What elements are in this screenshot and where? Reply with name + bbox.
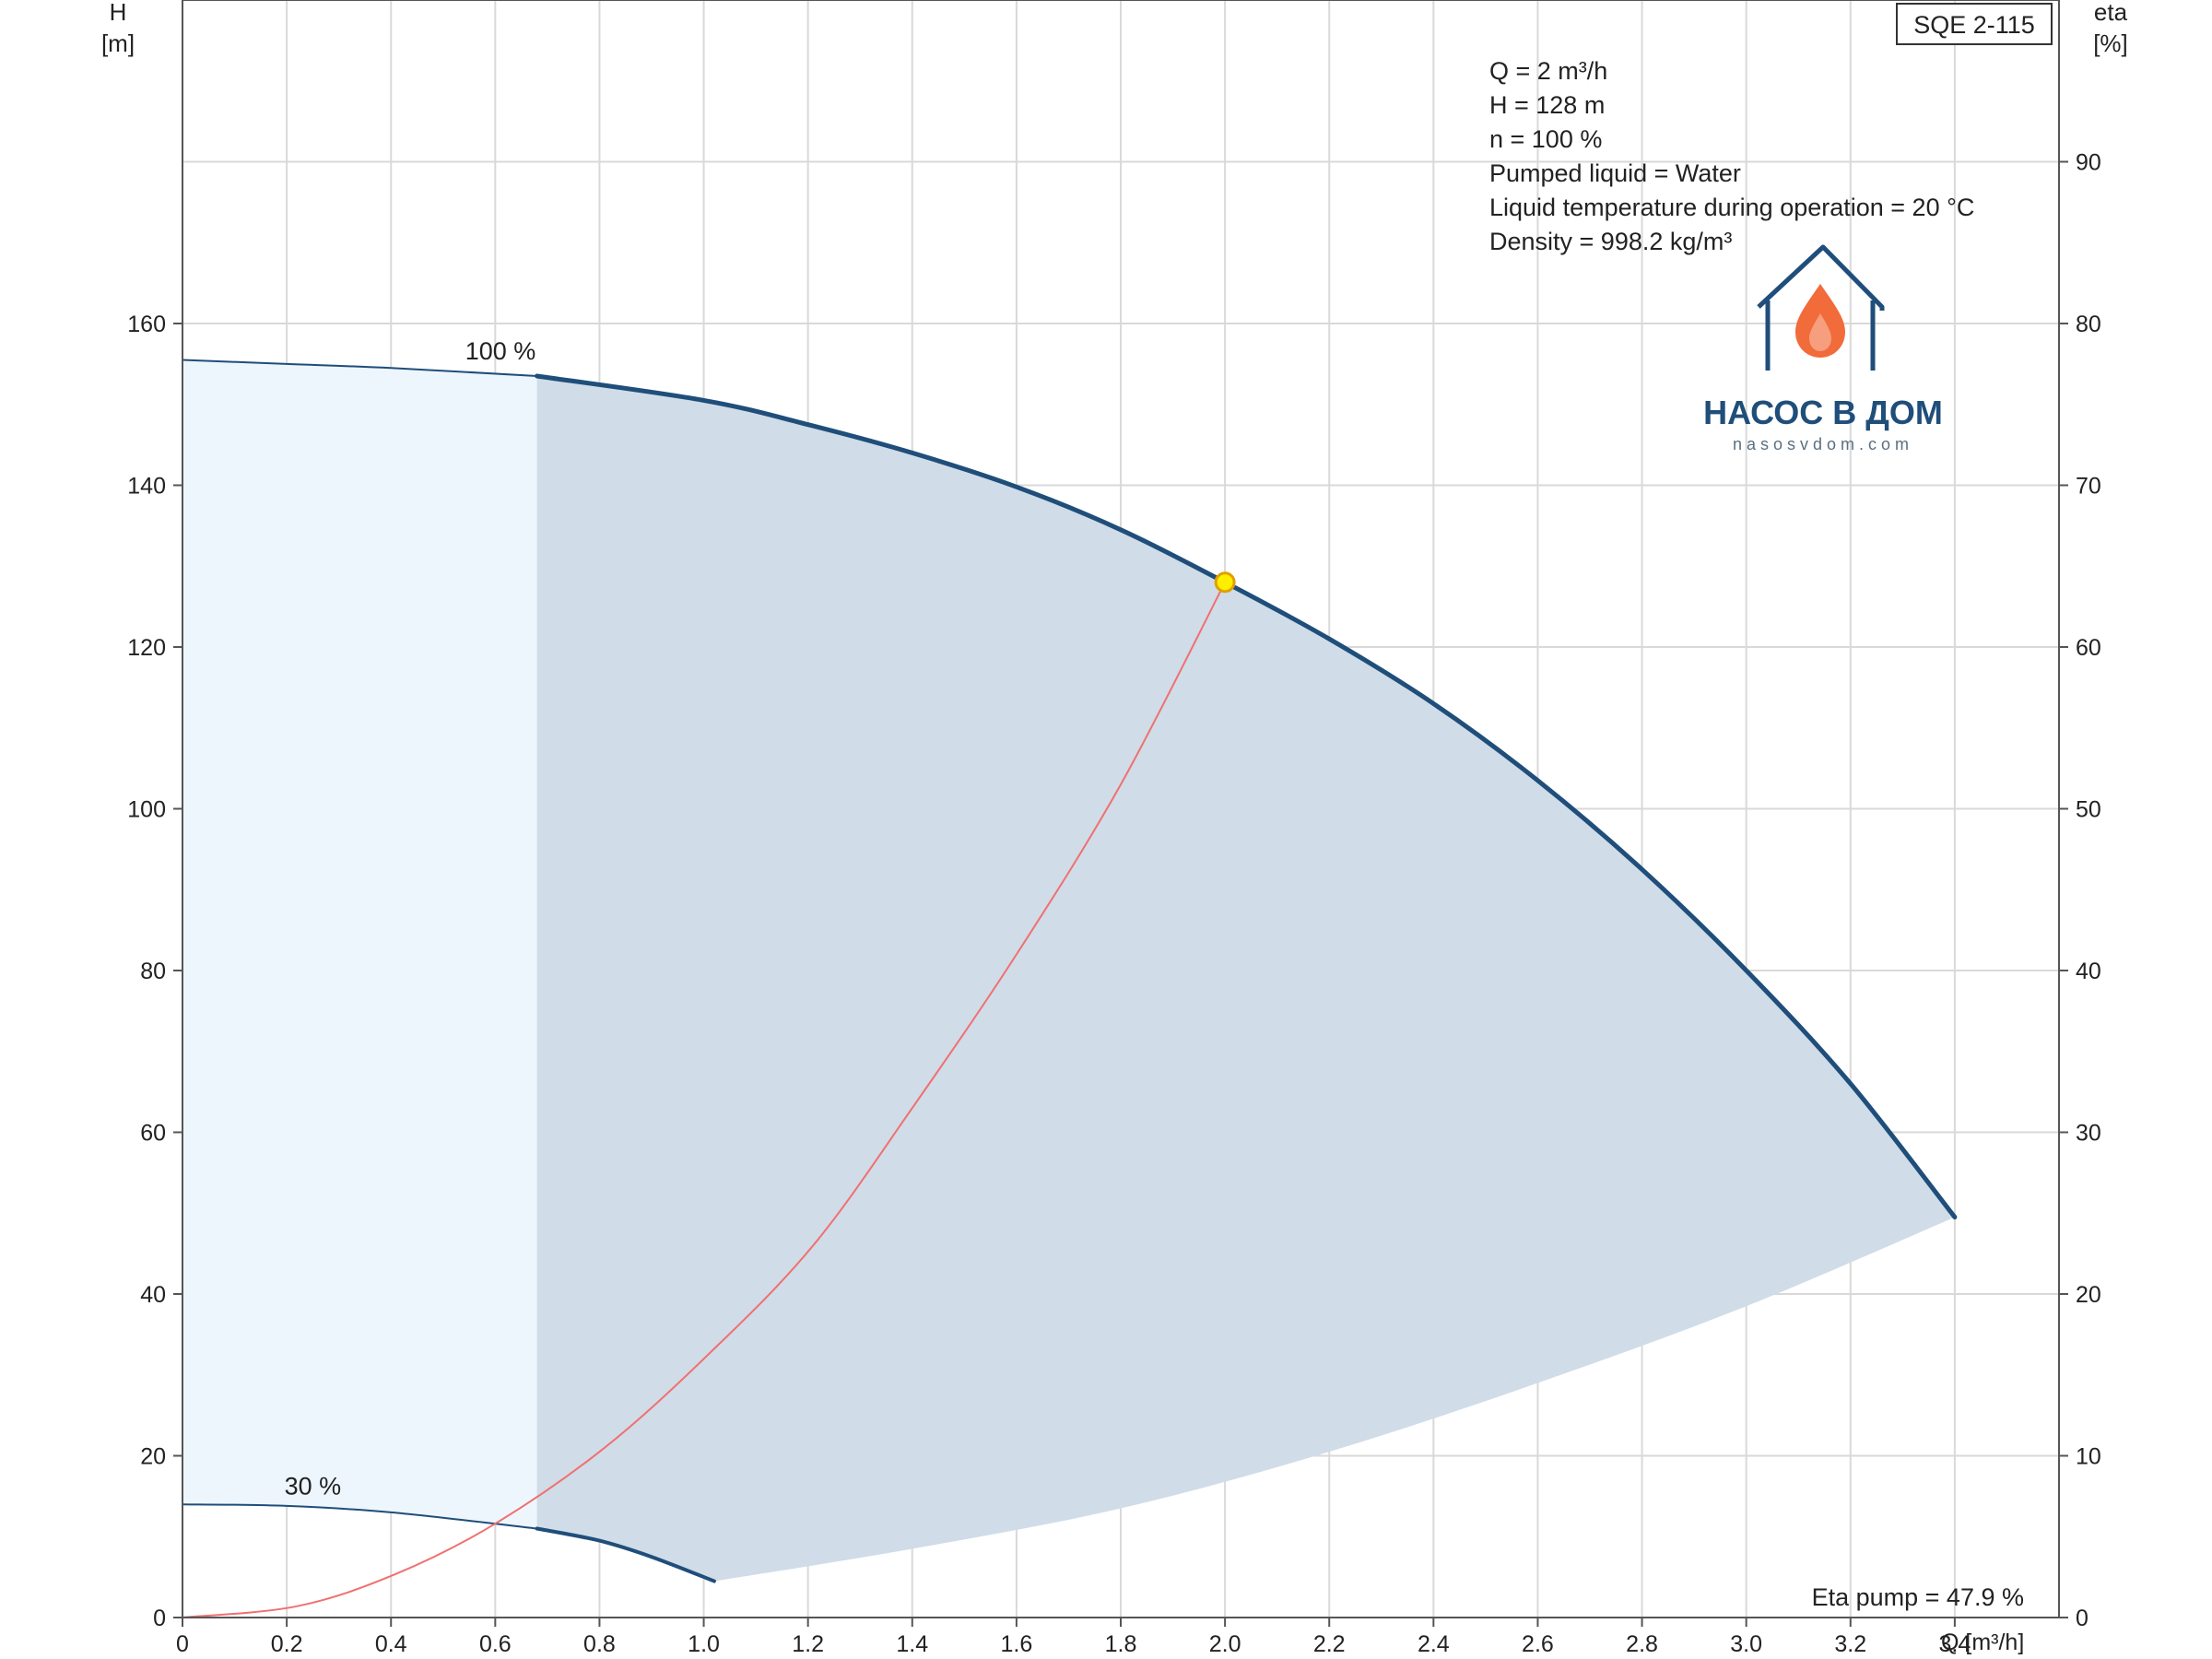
x-tick-label: 0 <box>176 1631 189 1657</box>
dark-region <box>536 376 1955 1582</box>
y-left-tick-label: 120 <box>127 635 166 661</box>
y-right-tick-label: 0 <box>2076 1606 2088 1631</box>
x-tick-label: 0.2 <box>271 1631 303 1657</box>
x-tick-label: 2.6 <box>1522 1631 1554 1657</box>
curve-eta <box>182 582 1226 1618</box>
flame-drop-icon <box>1795 284 1845 358</box>
y-left-tick-label: 160 <box>127 312 166 337</box>
y-right-tick-label: 70 <box>2076 474 2101 500</box>
curves: 100 % 30 % <box>182 337 1958 1618</box>
tick-labels: 0 0.2 0.4 0.6 0.8 1.0 1.2 1.4 1.6 1.8 2.0 2.2 2.4 2.6… <box>127 150 2101 1658</box>
eta-pump-label: Eta pump = 47.9 % <box>1812 1583 2024 1611</box>
x-tick-label: 2.8 <box>1626 1631 1658 1657</box>
y-right-tick-label: 90 <box>2076 150 2101 176</box>
info-line-n: n = 100 % <box>1489 125 1602 153</box>
y-right-tick-label: 10 <box>2076 1444 2101 1470</box>
x-tick-label: 0.4 <box>375 1631 407 1657</box>
x-tick-label: 1.8 <box>1105 1631 1137 1657</box>
y-left-tick-label: 40 <box>140 1282 166 1308</box>
info-line-density: Density = 998.2 kg/m³ <box>1489 228 1732 255</box>
x-tick-label: 3.4 <box>1939 1631 1971 1657</box>
y-left-tick-label: 20 <box>140 1444 166 1470</box>
x-tick-label: 1.4 <box>896 1631 928 1657</box>
y-left-tick-label: 140 <box>127 474 166 500</box>
curve-30 <box>535 1526 716 1583</box>
y-right-tick-label: 60 <box>2076 635 2101 661</box>
x-tick-label: 1.6 <box>1001 1631 1033 1657</box>
logo-title: НАСОС В ДОМ <box>1703 394 1943 431</box>
y-right-tick-label: 20 <box>2076 1282 2101 1308</box>
y-left-tick-label: 0 <box>153 1606 166 1631</box>
logo-subtitle: nasosvdom.com <box>1733 435 1913 453</box>
info-line-h: H = 128 m <box>1489 91 1605 119</box>
y-left-title-line1: H <box>110 0 127 26</box>
x-tick-label: 0.8 <box>583 1631 616 1657</box>
curve-100 <box>535 373 1958 1220</box>
plot-frame <box>182 0 2060 1618</box>
duty-point-marker <box>1214 571 1236 594</box>
x-tick-label: 2.4 <box>1418 1631 1450 1657</box>
y-left-title-line2: [m] <box>101 29 135 57</box>
y-right-tick-label: 30 <box>2076 1121 2101 1147</box>
curve-30-label: 30 % <box>285 1473 342 1500</box>
brand-logo: НАСОС В ДОМ nasosvdom.com <box>1703 244 1943 453</box>
curve-30-thin <box>182 1503 537 1530</box>
x-axis-title: Q [m³/h] <box>1941 1630 2024 1655</box>
operating-info: Q = 2 m³/h H = 128 m n = 100 % Pumped li… <box>1489 57 1974 255</box>
y-right-tick-label: 50 <box>2076 797 2101 823</box>
x-tick-label: 2.0 <box>1209 1631 1241 1657</box>
x-tick-label: 2.2 <box>1313 1631 1346 1657</box>
flame-highlight-icon <box>1809 313 1831 351</box>
x-tick-label: 1.2 <box>792 1631 824 1657</box>
info-line-q: Q = 2 m³/h <box>1489 57 1607 85</box>
y-left-tick-label: 80 <box>140 959 166 984</box>
info-line-temperature: Liquid temperature during operation = 20… <box>1489 194 1974 221</box>
y-left-tick-label: 60 <box>140 1121 166 1147</box>
curve-100-label: 100 % <box>465 337 536 365</box>
light-region <box>182 359 537 1529</box>
model-label: SQE 2-115 <box>1913 11 2035 39</box>
info-line-liquid: Pumped liquid = Water <box>1489 159 1741 187</box>
x-tick-label: 3.0 <box>1730 1631 1762 1657</box>
y-right-tick-label: 80 <box>2076 312 2101 337</box>
y-right-tick-label: 40 <box>2076 959 2101 984</box>
x-tick-label: 3.2 <box>1834 1631 1866 1657</box>
x-tick-label: 0.6 <box>479 1631 512 1657</box>
house-icon <box>1757 244 1885 371</box>
y-right-title-line1: eta <box>2094 0 2128 26</box>
model-label-box: SQE 2-115 <box>1896 3 2053 45</box>
curve-100-thin <box>182 359 537 377</box>
operating-regions <box>182 359 1955 1582</box>
y-left-tick-label: 100 <box>127 797 166 823</box>
x-tick-label: 1.0 <box>688 1631 720 1657</box>
y-right-title-line2: [%] <box>2093 29 2128 57</box>
